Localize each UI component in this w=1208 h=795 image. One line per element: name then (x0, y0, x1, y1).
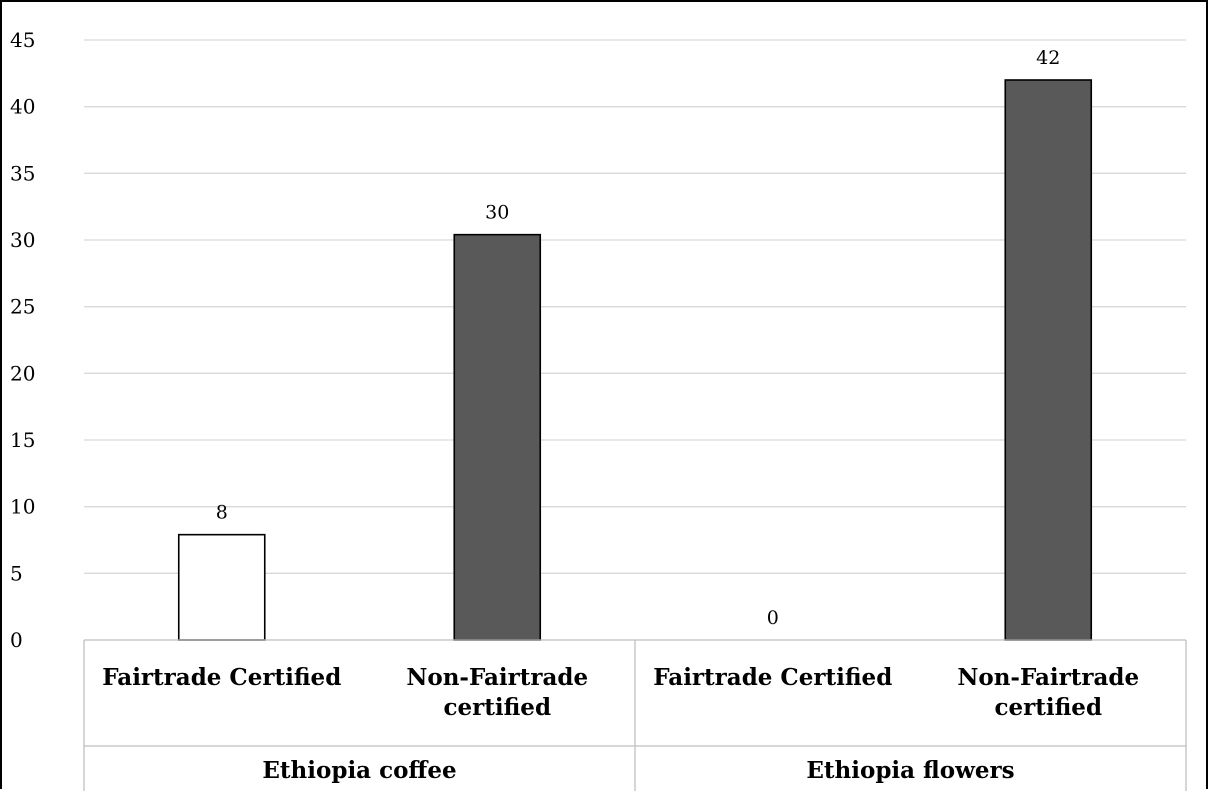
category-label: Fairtrade Certified (102, 664, 341, 691)
y-tick-label: 35 (10, 161, 35, 185)
y-tick-label: 5 (10, 561, 23, 585)
group-label: Ethiopia coffee (262, 757, 456, 784)
y-tick-label: 30 (10, 228, 35, 252)
data-label: 30 (485, 202, 509, 224)
y-tick-label: 15 (10, 428, 35, 452)
y-tick-label: 25 (10, 295, 35, 319)
y-tick-label: 40 (10, 95, 35, 119)
y-axis-ticks: 0 5 10 15 20 25 30 35 40 45 (10, 28, 35, 652)
y-tick-label: 20 (10, 361, 35, 385)
category-label: Fairtrade Certified (653, 664, 892, 691)
data-labels: 8 30 0 42 (216, 47, 1061, 629)
bar (453, 233, 542, 641)
y-tick-label: 10 (10, 495, 35, 519)
category-axis: Fairtrade Certified Non-Fairtrade certifie… (83, 639, 1187, 791)
y-tick-label: 45 (10, 28, 35, 52)
gridlines (84, 39, 1186, 574)
group-label: Ethiopia flowers (806, 757, 1014, 784)
y-tick-label: 0 (10, 628, 23, 652)
category-label: Non-Fairtrade certified (957, 664, 1139, 721)
category-label: Non-Fairtrade certified (406, 664, 588, 721)
data-label: 8 (216, 502, 228, 524)
bars (177, 79, 1093, 641)
data-label: 42 (1036, 47, 1060, 69)
bar (1004, 79, 1093, 641)
bar (177, 533, 266, 641)
data-label: 0 (767, 607, 779, 629)
